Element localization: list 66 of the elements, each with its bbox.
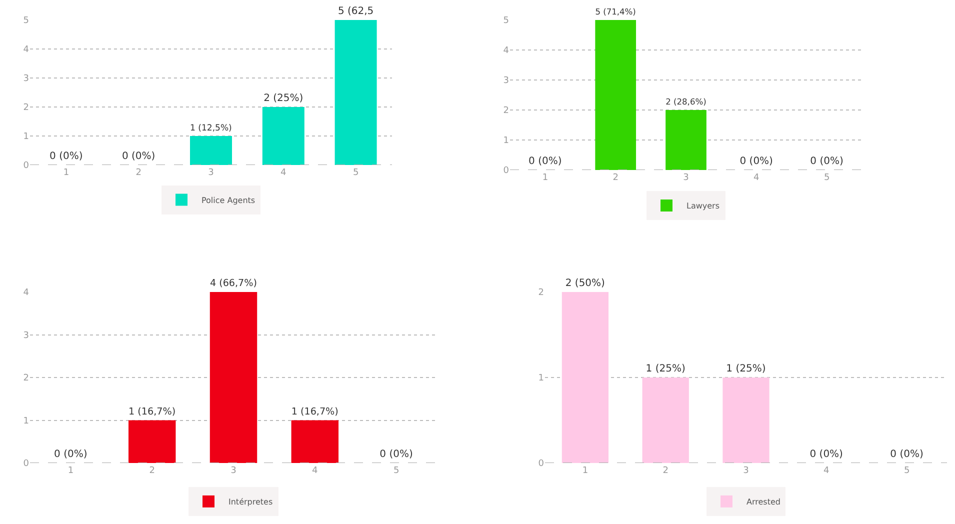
data-label: 2 (50%) [565, 278, 606, 289]
x-tick-label: 5 [352, 168, 359, 178]
data-label: 0 (0%) [122, 151, 156, 162]
x-tick-label: 5 [393, 466, 400, 476]
data-label: 5 (62,5 [338, 6, 374, 17]
legend-label: Arrested [746, 498, 780, 507]
x-tick-label: 3 [743, 466, 749, 476]
data-label: 0 (0%) [890, 449, 924, 460]
y-tick-label: 2 [503, 106, 509, 116]
bar [190, 136, 232, 165]
x-tick-label: 4 [824, 466, 830, 476]
y-tick-label: 5 [23, 16, 29, 26]
legend-label: Police Agents [202, 196, 256, 205]
data-label: 1 (25%) [646, 364, 686, 374]
x-tick-label: 3 [208, 168, 214, 178]
bar [262, 107, 304, 165]
bar [334, 20, 377, 165]
x-tick-label: 2 [149, 466, 155, 476]
data-label: 4 (66,7%) [210, 278, 257, 290]
data-label: 0 (0%) [380, 449, 413, 460]
x-tick-label: 1 [68, 466, 74, 476]
x-tick-label: 2 [612, 173, 618, 183]
x-tick-label: 4 [280, 168, 287, 178]
data-label: 1 (25%) [726, 364, 766, 374]
legend-label: Lawyers [686, 202, 720, 211]
x-tick-label: 5 [824, 173, 830, 183]
y-tick-label: 4 [503, 46, 510, 56]
x-tick-label: 3 [683, 173, 689, 183]
y-tick-label: 1 [23, 416, 29, 426]
y-tick-label: 0 [538, 459, 544, 470]
y-tick-label: 2 [538, 288, 544, 298]
x-tick-label: 1 [582, 466, 588, 476]
data-label: 0 (0%) [810, 156, 844, 167]
x-tick-label: 2 [662, 466, 668, 476]
data-label: 0 (0%) [528, 156, 562, 167]
y-tick-label: 1 [503, 136, 509, 146]
y-tick-label: 5 [503, 16, 509, 26]
y-tick-label: 3 [23, 74, 29, 84]
y-tick-label: 0 [23, 161, 30, 172]
y-tick-label: 4 [23, 45, 30, 56]
x-tick-label: 1 [63, 168, 70, 178]
y-tick-label: 0 [503, 166, 510, 176]
x-tick-label: 4 [312, 466, 318, 476]
y-tick-label: 2 [23, 374, 29, 384]
data-label: 5 (71,4%) [595, 6, 636, 17]
x-tick-label: 4 [754, 173, 760, 183]
data-label: 2 (28,6%) [666, 96, 706, 107]
x-tick-label: 3 [230, 466, 236, 476]
y-tick-label: 3 [23, 330, 29, 341]
y-tick-label: 4 [23, 288, 30, 298]
y-tick-label: 1 [538, 374, 544, 384]
legend-label: Intérpretes [228, 498, 273, 507]
y-tick-label: 3 [503, 76, 509, 86]
data-label: 1 (16,7%) [128, 406, 176, 418]
data-label: 0 (0%) [740, 156, 774, 167]
data-label: 0 (0%) [54, 449, 88, 460]
data-label: 0 (0%) [810, 449, 844, 460]
data-label: 1 (16,7%) [291, 406, 338, 418]
data-label: 1 (12,5%) [190, 123, 232, 134]
y-tick-label: 2 [23, 103, 29, 114]
y-tick-label: 0 [23, 459, 30, 470]
data-label: 2 (25%) [264, 93, 304, 104]
y-tick-label: 1 [23, 132, 29, 142]
x-tick-label: 5 [904, 466, 910, 476]
x-tick-label: 2 [136, 168, 142, 178]
data-label: 0 (0%) [50, 151, 83, 162]
